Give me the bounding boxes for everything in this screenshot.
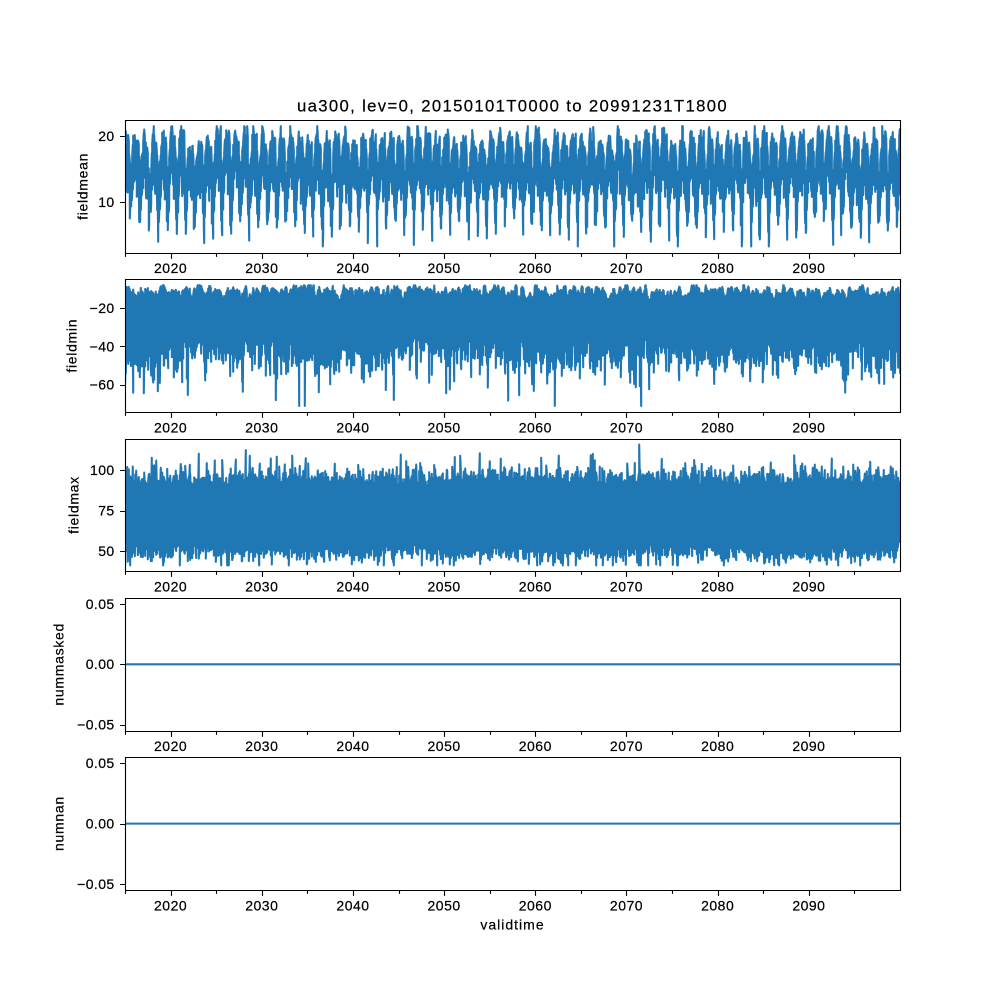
svg-text:2060: 2060 xyxy=(519,579,552,595)
svg-text:2050: 2050 xyxy=(428,579,461,595)
svg-text:2050: 2050 xyxy=(428,260,461,276)
svg-text:2060: 2060 xyxy=(519,260,552,276)
svg-text:fieldmin: fieldmin xyxy=(64,319,80,373)
svg-text:2060: 2060 xyxy=(519,897,552,913)
svg-text:2090: 2090 xyxy=(792,419,825,435)
svg-text:−60: −60 xyxy=(90,376,115,392)
svg-text:0.05: 0.05 xyxy=(86,755,115,771)
svg-text:2090: 2090 xyxy=(792,738,825,754)
svg-text:fieldmax: fieldmax xyxy=(66,476,82,534)
svg-text:ua300, lev=0, 20150101T0000 to: ua300, lev=0, 20150101T0000 to 20991231T… xyxy=(297,97,728,116)
svg-text:fieldmean: fieldmean xyxy=(74,153,90,220)
svg-text:0.05: 0.05 xyxy=(86,596,115,612)
svg-text:2090: 2090 xyxy=(792,260,825,276)
svg-text:2050: 2050 xyxy=(428,419,461,435)
svg-text:50: 50 xyxy=(98,543,114,559)
svg-text:2030: 2030 xyxy=(245,738,278,754)
svg-text:100: 100 xyxy=(90,462,115,478)
svg-text:0.00: 0.00 xyxy=(86,816,115,832)
svg-text:2070: 2070 xyxy=(610,897,643,913)
svg-text:2020: 2020 xyxy=(154,738,187,754)
svg-text:2080: 2080 xyxy=(701,419,734,435)
svg-text:2070: 2070 xyxy=(610,419,643,435)
svg-text:0.00: 0.00 xyxy=(86,656,115,672)
svg-text:2040: 2040 xyxy=(336,897,369,913)
svg-text:20: 20 xyxy=(98,128,114,144)
svg-text:2060: 2060 xyxy=(519,419,552,435)
svg-text:2090: 2090 xyxy=(792,579,825,595)
svg-text:2050: 2050 xyxy=(428,897,461,913)
svg-text:2070: 2070 xyxy=(610,579,643,595)
svg-text:−20: −20 xyxy=(90,300,115,316)
svg-text:2060: 2060 xyxy=(519,738,552,754)
svg-text:−0.05: −0.05 xyxy=(77,876,114,892)
svg-text:numnan: numnan xyxy=(51,796,67,851)
svg-text:2030: 2030 xyxy=(245,897,278,913)
svg-text:2020: 2020 xyxy=(154,897,187,913)
svg-text:2020: 2020 xyxy=(154,579,187,595)
svg-text:2030: 2030 xyxy=(245,419,278,435)
svg-text:2080: 2080 xyxy=(701,579,734,595)
svg-text:nummasked: nummasked xyxy=(51,623,67,706)
svg-text:2030: 2030 xyxy=(245,260,278,276)
svg-text:2040: 2040 xyxy=(336,260,369,276)
svg-text:−0.05: −0.05 xyxy=(77,717,114,733)
svg-text:2050: 2050 xyxy=(428,738,461,754)
svg-text:2080: 2080 xyxy=(701,897,734,913)
svg-text:2070: 2070 xyxy=(610,260,643,276)
svg-text:2090: 2090 xyxy=(792,897,825,913)
svg-text:2020: 2020 xyxy=(154,419,187,435)
svg-text:2020: 2020 xyxy=(154,260,187,276)
svg-text:10: 10 xyxy=(98,194,114,210)
svg-text:2070: 2070 xyxy=(610,738,643,754)
svg-text:2040: 2040 xyxy=(336,419,369,435)
svg-text:2040: 2040 xyxy=(336,579,369,595)
svg-text:2030: 2030 xyxy=(245,579,278,595)
svg-text:75: 75 xyxy=(98,503,114,519)
svg-text:2080: 2080 xyxy=(701,260,734,276)
svg-text:2040: 2040 xyxy=(336,738,369,754)
svg-text:validtime: validtime xyxy=(480,917,544,933)
svg-text:−40: −40 xyxy=(90,338,115,354)
svg-text:2080: 2080 xyxy=(701,738,734,754)
